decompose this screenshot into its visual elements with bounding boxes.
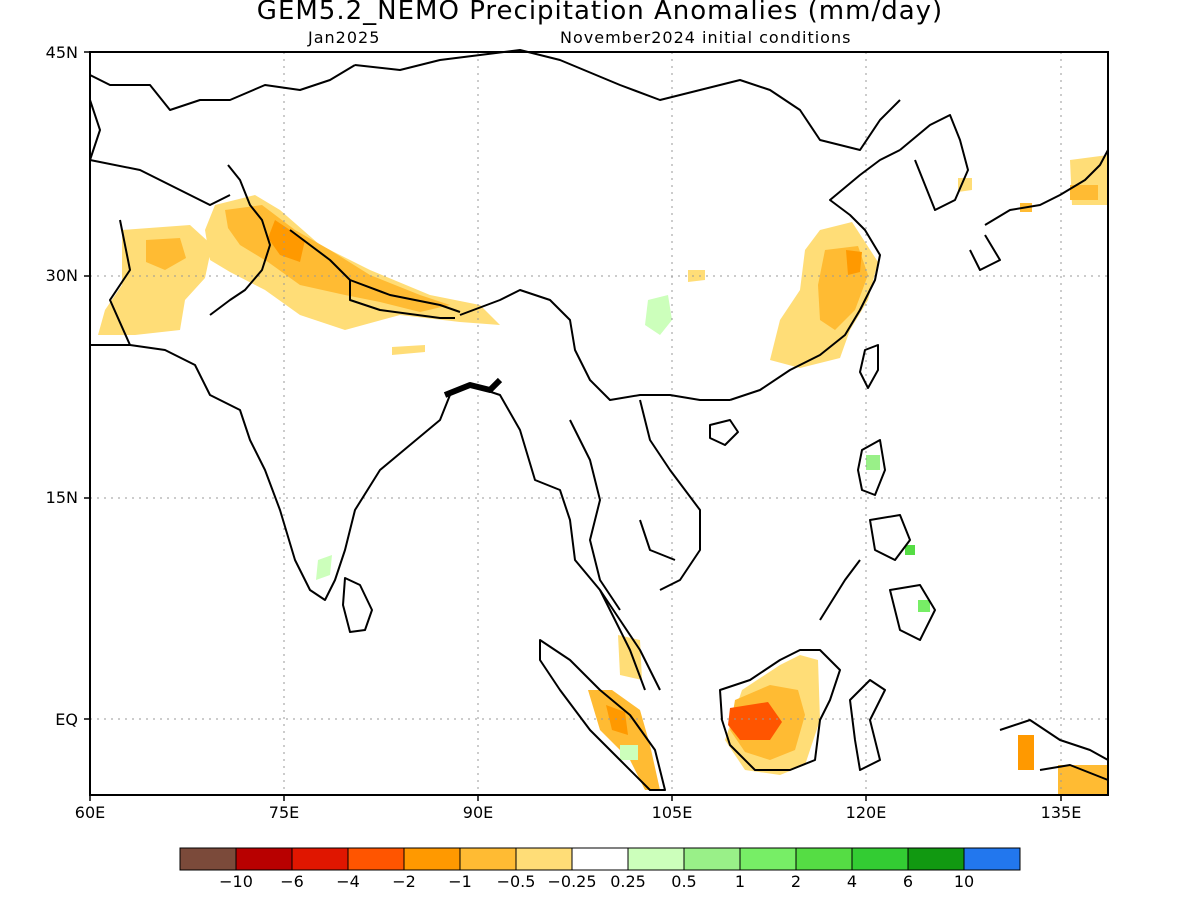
colorbar-label-9: 1 — [734, 872, 746, 891]
anomaly-region-luzon — [866, 455, 880, 470]
colorbar-label-0: −10 — [219, 872, 253, 891]
anomaly-region-japan-core — [1070, 185, 1098, 200]
anomaly-region-mindanao — [918, 600, 930, 612]
lon-label-135e: 135E — [1040, 803, 1082, 822]
colorbar-label-7: 0.25 — [610, 872, 646, 891]
chart-title: GEM5.2_NEMO Precipitation Anomalies (mm/… — [256, 0, 944, 26]
anomaly-fields — [98, 155, 1108, 795]
lon-label-105e: 105E — [651, 803, 693, 822]
anomaly-region-borneo-peak — [728, 702, 782, 740]
anomaly-region-sichuan — [645, 295, 672, 335]
colorbar-label-2: −4 — [336, 872, 360, 891]
colorbar-label-13: 10 — [953, 872, 975, 891]
lon-label-120e: 120E — [845, 803, 887, 822]
anomaly-region-yunnan — [688, 270, 705, 282]
anomaly-region-visayas — [905, 545, 915, 555]
anomaly-region-sumatra-peak — [606, 705, 628, 735]
anomaly-region-sumatra — [588, 690, 660, 790]
map-frame — [89, 51, 1109, 796]
colorbar-label-5: −0.5 — [496, 872, 536, 891]
initial-conditions: November2024 initial conditions — [560, 28, 852, 47]
anomaly-region-pakistan-core — [146, 238, 186, 270]
anomaly-region-seram — [1018, 735, 1034, 770]
coastlines-and-borders — [89, 49, 1109, 791]
lat-label-15n: 15N — [45, 488, 78, 507]
colorbar-label-10: 2 — [790, 872, 802, 891]
colorbar-label-6: −0.25 — [547, 872, 597, 891]
anomaly-region-central-india — [392, 345, 425, 355]
lat-label-45n: 45N — [45, 43, 78, 62]
lon-label-75e: 75E — [268, 803, 300, 822]
anomaly-region-sumatra-wet — [620, 745, 638, 760]
anomaly-region-himalaya-peak — [268, 220, 305, 262]
colorbar-label-12: 6 — [902, 872, 914, 891]
anomaly-region-new-guinea — [1058, 765, 1108, 795]
lat-label-30n: 30N — [45, 266, 78, 285]
colorbar-label-11: 4 — [846, 872, 858, 891]
axis-ticks — [84, 51, 1062, 801]
colorbar-label-4: −1 — [448, 872, 472, 891]
map-gridlines — [90, 52, 1108, 795]
anomaly-region-east-china-peak — [846, 250, 862, 275]
lon-label-60e: 60E — [74, 803, 106, 822]
colorbar-label-3: −2 — [392, 872, 416, 891]
anomaly-region-sri-lanka — [316, 555, 332, 580]
lat-label-eq: EQ — [55, 710, 78, 729]
lon-label-90e: 90E — [462, 803, 494, 822]
colorbar-label-1: −6 — [280, 872, 304, 891]
colorbar-label-8: 0.5 — [671, 872, 697, 891]
anomaly-region-korea — [958, 178, 972, 192]
forecast-month: Jan2025 — [308, 28, 381, 47]
